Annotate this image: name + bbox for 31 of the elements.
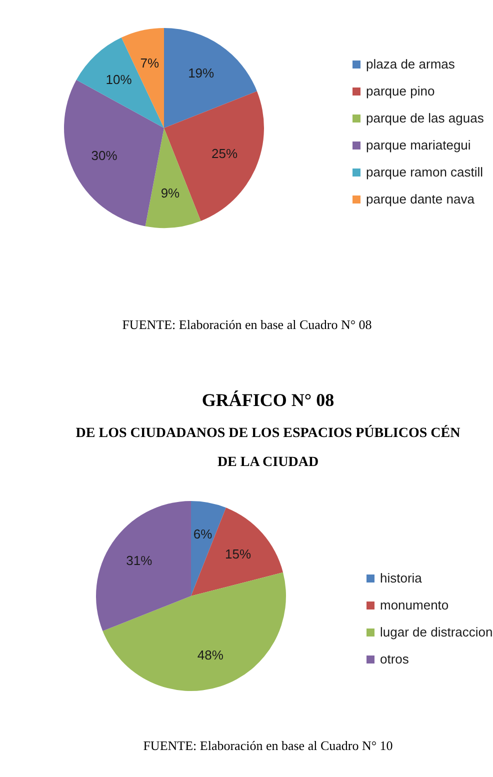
pie-slice [145, 128, 201, 228]
chart-title: GRÁFICO N° 08 [202, 390, 334, 410]
pie-slice [102, 572, 286, 691]
chart-subtitle: DE LOS CIUDADANOS DE LOS ESPACIOS PÚBLICOS CÉN DE LA CIUDAD [76, 424, 460, 470]
legend-label: lugar de distraccion [380, 624, 493, 640]
source-note: FUENTE: Elaboración en base al Cuadro N° 08 [122, 317, 372, 332]
data-label: 15% [225, 546, 252, 562]
legend-label: monumento [380, 598, 449, 612]
legend-label: parque ramon castill [366, 164, 484, 180]
data-label: 10% [106, 72, 132, 87]
pie-slice [191, 501, 226, 596]
data-label: 30% [91, 148, 118, 164]
legend-label: historia [380, 570, 423, 586]
legend-label: parque de las aguas [366, 110, 484, 126]
legend-label: parque pino [366, 84, 435, 98]
data-label: 19% [188, 65, 215, 80]
legend-label: parque mariategui [366, 138, 471, 152]
legend-label: plaza de armas [366, 56, 456, 72]
pie-slice [164, 28, 257, 128]
legend-label: otros [380, 652, 410, 666]
pie-slice [191, 508, 284, 596]
pie-slice [76, 38, 164, 128]
data-label: 31% [126, 552, 153, 568]
pie-slice [96, 501, 191, 631]
data-label: 9% [160, 186, 180, 201]
data-label: 25% [212, 146, 238, 162]
data-label: 7% [140, 56, 160, 71]
data-label: 6% [193, 526, 213, 542]
source-note: FUENTE: Elaboración en base al Cuadro N° 10 [143, 738, 393, 753]
data-label: 48% [197, 648, 224, 663]
legend-label: parque dante nava [366, 192, 476, 206]
